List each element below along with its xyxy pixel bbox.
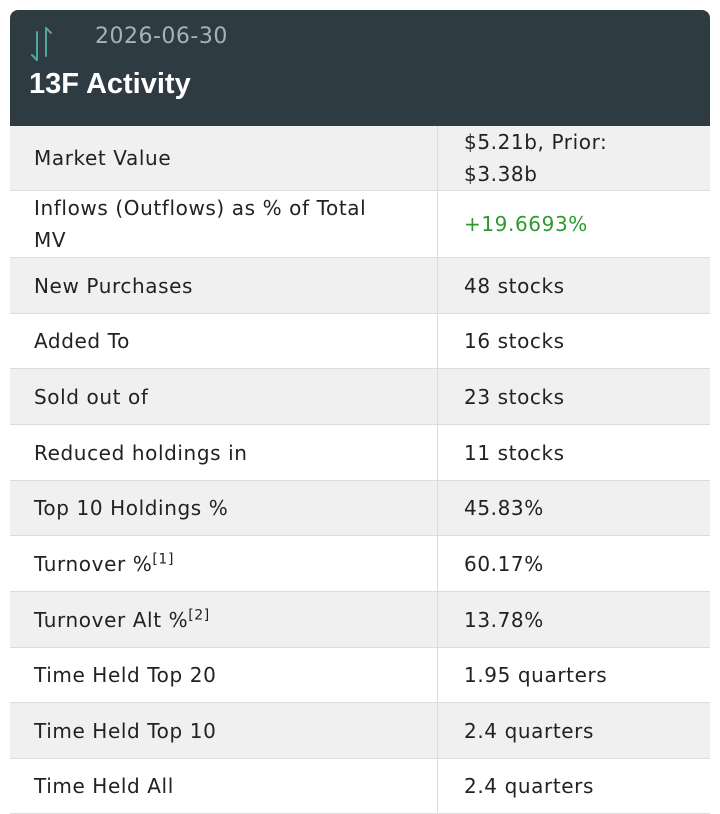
row-value: 2.4 quarters bbox=[464, 718, 595, 743]
value-cell: 2.4 quarters bbox=[438, 759, 710, 813]
value-cell: 45.83% bbox=[438, 481, 710, 535]
row-label: Time Held Top 20 bbox=[34, 663, 217, 687]
row-label: Inflows (Outflows) as % of Total MV bbox=[34, 196, 367, 252]
table-row: Turnover Alt %[2] 13.78% bbox=[10, 592, 710, 648]
label-cell: Inflows (Outflows) as % of Total MV bbox=[10, 191, 438, 257]
label-cell: Sold out of bbox=[10, 369, 438, 424]
label-cell: Time Held All bbox=[10, 759, 438, 813]
row-value: 45.83% bbox=[464, 496, 544, 520]
table-row: Top 10 Holdings % 45.83% bbox=[10, 481, 710, 536]
row-label: Sold out of bbox=[34, 384, 149, 409]
label-cell: Reduced holdings in bbox=[10, 425, 438, 480]
table-row: New Purchases 48 stocks bbox=[10, 258, 710, 314]
table-row: Time Held Top 10 2.4 quarters bbox=[10, 703, 710, 759]
table-row: Sold out of 23 stocks bbox=[10, 369, 710, 425]
label-cell: Turnover %[1] bbox=[10, 536, 438, 591]
row-label: Market Value bbox=[34, 146, 172, 170]
label-cell: Added To bbox=[10, 314, 438, 368]
sort-icon bbox=[31, 27, 52, 61]
table-row: Added To 16 stocks bbox=[10, 314, 710, 369]
footnote-ref: [1] bbox=[152, 550, 175, 567]
value-cell: 60.17% bbox=[438, 536, 710, 591]
activity-table: Market Value $5.21b, Prior: $3.38b Inflows… bbox=[10, 126, 710, 814]
title: 13F Activity bbox=[29, 68, 191, 100]
label-cell: Time Held Top 20 bbox=[10, 648, 438, 702]
value-cell: +19.6693% bbox=[438, 191, 710, 257]
table-row: Inflows (Outflows) as % of Total MV +19.6… bbox=[10, 191, 710, 258]
row-value: $5.21b, Prior: $3.38b bbox=[464, 130, 608, 186]
row-label: Top 10 Holdings % bbox=[34, 496, 229, 520]
table-row: Turnover %[1] 60.17% bbox=[10, 536, 710, 592]
table-row: Reduced holdings in 11 stocks bbox=[10, 425, 710, 481]
row-value: 11 stocks bbox=[464, 440, 565, 465]
row-value: 16 stocks bbox=[464, 329, 565, 353]
row-value: 2.4 quarters bbox=[464, 774, 595, 798]
row-value: 60.17% bbox=[464, 551, 544, 576]
header: 2026-06-30 13F Activity bbox=[10, 10, 710, 126]
table-row: Time Held Top 20 1.95 quarters bbox=[10, 648, 710, 703]
value-cell: 11 stocks bbox=[438, 425, 710, 480]
row-label: Time Held All bbox=[34, 774, 174, 798]
value-cell: $5.21b, Prior: $3.38b bbox=[438, 126, 710, 190]
row-label: Reduced holdings in bbox=[34, 440, 248, 465]
row-value: 23 stocks bbox=[464, 384, 565, 409]
row-value: +19.6693% bbox=[464, 212, 588, 236]
label-cell: New Purchases bbox=[10, 258, 438, 313]
date: 2026-06-30 bbox=[95, 24, 228, 49]
value-cell: 2.4 quarters bbox=[438, 703, 710, 758]
value-cell: 1.95 quarters bbox=[438, 648, 710, 702]
row-label: Time Held Top 10 bbox=[34, 718, 217, 743]
table-row: Time Held All 2.4 quarters bbox=[10, 759, 710, 814]
label-cell: Market Value bbox=[10, 126, 438, 190]
row-label: Added To bbox=[34, 329, 130, 353]
row-value: 48 stocks bbox=[464, 273, 565, 298]
value-cell: 13.78% bbox=[438, 592, 710, 647]
row-label: Turnover %[1] bbox=[34, 550, 175, 576]
value-cell: 48 stocks bbox=[438, 258, 710, 313]
row-label: New Purchases bbox=[34, 273, 194, 298]
table-row: Market Value $5.21b, Prior: $3.38b bbox=[10, 126, 710, 191]
value-cell: 23 stocks bbox=[438, 369, 710, 424]
row-value: 13.78% bbox=[464, 607, 544, 632]
label-cell: Time Held Top 10 bbox=[10, 703, 438, 758]
row-value: 1.95 quarters bbox=[464, 663, 608, 687]
label-cell: Top 10 Holdings % bbox=[10, 481, 438, 535]
label-cell: Turnover Alt %[2] bbox=[10, 592, 438, 647]
row-label: Turnover Alt %[2] bbox=[34, 606, 210, 632]
value-cell: 16 stocks bbox=[438, 314, 710, 368]
footnote-ref: [2] bbox=[188, 606, 210, 623]
